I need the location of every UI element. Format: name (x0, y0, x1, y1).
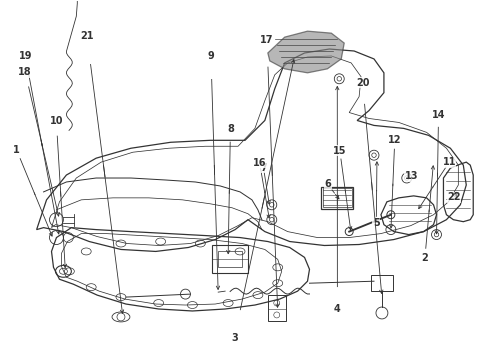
Text: 6: 6 (324, 179, 331, 189)
Bar (212, 246, 248, 273)
Text: 20: 20 (356, 78, 369, 88)
Text: 1: 1 (13, 145, 20, 155)
Text: 10: 10 (49, 116, 63, 126)
Text: 5: 5 (373, 218, 380, 228)
Bar (268, 295, 286, 321)
Text: 3: 3 (231, 333, 238, 343)
Text: 17: 17 (260, 35, 273, 45)
Text: 4: 4 (334, 304, 341, 314)
Text: 21: 21 (80, 31, 94, 41)
Text: 13: 13 (405, 171, 418, 181)
Text: 9: 9 (208, 51, 214, 61)
Text: 19: 19 (19, 51, 32, 61)
Text: 12: 12 (388, 135, 401, 145)
Text: 14: 14 (432, 110, 445, 120)
Bar (371, 275, 393, 291)
Text: 8: 8 (227, 124, 234, 134)
Text: 15: 15 (333, 146, 346, 156)
Text: 7: 7 (260, 163, 267, 173)
Text: 16: 16 (253, 158, 267, 168)
Bar (218, 251, 242, 267)
Text: 11: 11 (442, 157, 456, 167)
Text: 22: 22 (447, 192, 461, 202)
Polygon shape (268, 31, 344, 73)
Text: 2: 2 (421, 253, 428, 263)
Text: 18: 18 (19, 67, 32, 77)
